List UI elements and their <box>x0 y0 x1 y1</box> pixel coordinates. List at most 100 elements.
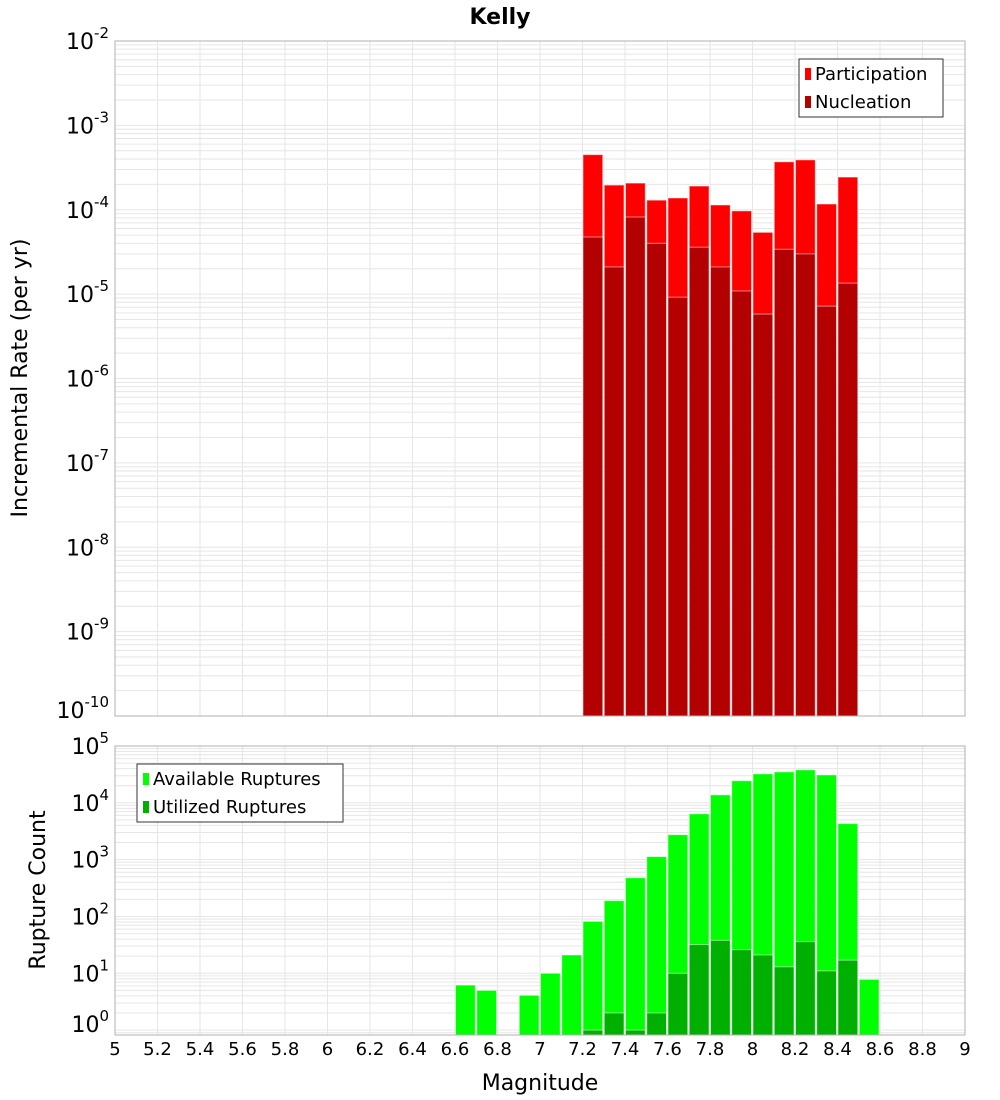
legend: Participation Nucleation <box>798 58 944 118</box>
y-tick-base: 10 <box>66 621 94 646</box>
y-tick-label: 100 <box>71 1007 109 1038</box>
y-tick-base: 10 <box>66 283 94 308</box>
bar-nucleation <box>710 266 731 717</box>
x-tick-label: 8.4 <box>823 1039 852 1060</box>
bar-nucleation <box>837 282 859 717</box>
y-tick-label: 102 <box>71 899 109 930</box>
y-tick-label: 10-6 <box>66 362 109 393</box>
x-tick-label: 5.2 <box>143 1039 172 1060</box>
x-tick-label: 8 <box>747 1039 758 1060</box>
x-tick-label: 5.4 <box>186 1039 215 1060</box>
y-tick-base: 10 <box>66 199 94 224</box>
y-tick-base: 10 <box>66 368 94 393</box>
x-tick-label: 6 <box>322 1039 333 1060</box>
bar-available-ruptures <box>476 989 497 1036</box>
y-tick-label: 10-7 <box>66 446 109 477</box>
y-tick-base: 10 <box>66 30 94 55</box>
bar-nucleation <box>731 290 752 717</box>
legend-swatch <box>143 801 149 813</box>
legend-swatch <box>143 773 149 785</box>
y-tick-base: 10 <box>71 905 99 930</box>
x-tick-label: 8.8 <box>908 1039 937 1060</box>
bar-utilized-ruptures <box>710 939 731 1036</box>
legend-swatch <box>805 68 811 80</box>
x-tick-label: 7.2 <box>568 1039 597 1060</box>
x-tick-label: 5.6 <box>228 1039 257 1060</box>
bar-utilized-ruptures <box>816 970 837 1036</box>
y-tick-label: 10-5 <box>66 277 109 308</box>
legend-label: Participation <box>815 64 927 85</box>
x-tick-label: 6.2 <box>356 1039 385 1060</box>
y-tick-base: 10 <box>66 536 94 561</box>
y-tick-exponent: 4 <box>99 786 109 804</box>
y-tick-base: 10 <box>71 735 99 760</box>
chart-title: Kelly <box>469 5 530 30</box>
x-tick-label: 7.6 <box>653 1039 682 1060</box>
legend: Available Ruptures Utilized Ruptures <box>136 763 344 823</box>
x-tick-label: 7 <box>534 1039 545 1060</box>
bar-utilized-ruptures <box>795 941 816 1036</box>
x-tick-label: 7.4 <box>611 1039 640 1060</box>
x-tick-label: 8.2 <box>781 1039 810 1060</box>
y-tick-label: 104 <box>71 786 109 817</box>
bar-nucleation <box>667 296 689 717</box>
bar-available-ruptures <box>582 920 604 1036</box>
bar-nucleation <box>816 305 837 717</box>
bottom-y-axis-label: Rupture Count <box>26 810 51 970</box>
y-tick-base: 10 <box>71 962 99 987</box>
y-tick-exponent: -2 <box>94 24 109 42</box>
bar-utilized-ruptures <box>837 959 859 1036</box>
bar-nucleation <box>688 246 710 717</box>
x-tick-label: 7.8 <box>696 1039 725 1060</box>
bar-nucleation <box>773 248 795 717</box>
y-tick-label: 10-9 <box>66 615 109 646</box>
bar-available-ruptures <box>625 877 646 1036</box>
bar-nucleation <box>752 313 774 717</box>
y-tick-exponent: -7 <box>94 446 109 464</box>
x-tick-label: 6.8 <box>483 1039 512 1060</box>
y-tick-label: 10-3 <box>66 108 109 139</box>
y-tick-exponent: 0 <box>99 1007 109 1025</box>
bar-utilized-ruptures <box>688 944 710 1036</box>
x-tick-label: 5 <box>109 1039 120 1060</box>
bar-nucleation <box>625 216 646 717</box>
bar-available-ruptures <box>561 954 582 1036</box>
y-tick-label: 103 <box>71 843 109 874</box>
y-tick-base: 10 <box>71 849 99 874</box>
y-tick-exponent: 1 <box>99 956 109 974</box>
legend-label: Nucleation <box>815 92 911 113</box>
bar-utilized-ruptures <box>603 1012 625 1036</box>
y-tick-exponent: 3 <box>99 843 109 861</box>
y-tick-exponent: -8 <box>94 530 109 548</box>
y-tick-base: 10 <box>66 114 94 139</box>
bar-utilized-ruptures <box>646 1012 667 1036</box>
legend-label: Available Ruptures <box>153 769 321 790</box>
y-tick-label: 10-4 <box>66 193 109 224</box>
legend-label: Utilized Ruptures <box>153 797 306 818</box>
x-tick-label: 6.4 <box>398 1039 427 1060</box>
bar-nucleation <box>582 236 604 717</box>
y-tick-label: 10-8 <box>66 530 109 561</box>
bar-utilized-ruptures <box>667 972 689 1036</box>
bar-nucleation <box>795 253 816 717</box>
legend-box <box>798 58 944 118</box>
bar-utilized-ruptures <box>625 1029 646 1036</box>
bar-available-ruptures <box>540 972 561 1036</box>
plot-frame <box>114 745 966 1036</box>
y-tick-base: 10 <box>57 699 85 724</box>
y-tick-exponent: -3 <box>94 108 109 126</box>
bar-nucleation <box>603 266 625 717</box>
y-tick-exponent: 5 <box>99 729 109 747</box>
bar-utilized-ruptures <box>752 954 774 1036</box>
y-tick-base: 10 <box>71 792 99 817</box>
bar-utilized-ruptures <box>731 949 752 1036</box>
top-y-axis-label: Incremental Rate (per yr) <box>8 239 33 518</box>
bar-utilized-ruptures <box>582 1029 604 1036</box>
y-tick-exponent: -4 <box>94 193 109 211</box>
y-tick-exponent: -6 <box>94 362 109 380</box>
y-tick-exponent: -9 <box>94 615 109 633</box>
y-tick-exponent: 2 <box>99 899 109 917</box>
y-tick-base: 10 <box>66 452 94 477</box>
x-tick-label: 8.6 <box>866 1039 895 1060</box>
y-tick-exponent: -10 <box>85 693 110 711</box>
